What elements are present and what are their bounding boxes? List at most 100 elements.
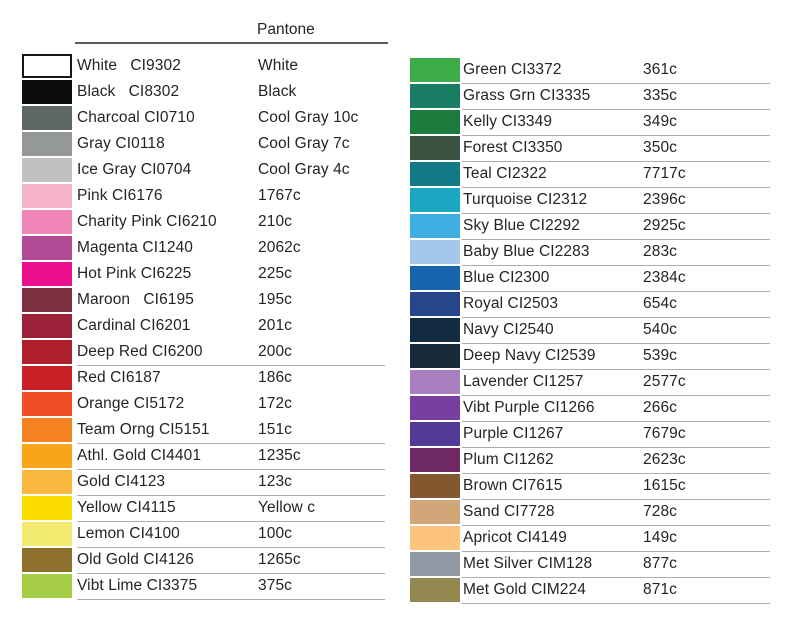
pantone-value: 1767c [258, 187, 301, 204]
color-row: Blue CI2300 2384c [410, 266, 770, 292]
color-row: Gray CI0118 Cool Gray 7c [22, 132, 385, 158]
color-swatch [22, 184, 72, 208]
color-swatch [410, 578, 460, 602]
color-row: Magenta CI1240 2062c [22, 236, 385, 262]
color-name-label: Forest CI3350 [463, 139, 563, 156]
color-swatch [410, 396, 460, 420]
color-row: Kelly CI3349 349c [410, 110, 770, 136]
pantone-value: 2396c [643, 191, 686, 208]
color-name-label: Teal CI2322 [463, 165, 547, 182]
pantone-value: 7679c [643, 425, 686, 442]
color-name-label: Maroon CI6195 [77, 291, 194, 308]
color-row: White CI9302 White [22, 54, 385, 80]
pantone-value: 877c [643, 555, 678, 572]
pantone-value: 350c [643, 139, 678, 156]
header-rule [75, 42, 388, 44]
color-row: Lavender CI1257 2577c [410, 370, 770, 396]
color-swatch [22, 496, 72, 520]
color-name-label: Gold CI4123 [77, 473, 166, 490]
color-row: Sand CI7728 728c [410, 500, 770, 526]
color-row: Sky Blue CI2292 2925c [410, 214, 770, 240]
color-row: Cardinal CI6201 201c [22, 314, 385, 340]
color-swatch [410, 370, 460, 394]
color-swatch [22, 418, 72, 442]
color-row: Athl. Gold CI4401 1235c [22, 444, 385, 470]
color-swatch [410, 240, 460, 264]
color-swatch [22, 522, 72, 546]
color-row: Navy CI2540 540c [410, 318, 770, 344]
color-row: Met Gold CIM224 871c [410, 578, 770, 604]
right-color-column: Green CI3372 361c Grass Grn CI3335 335c … [410, 58, 770, 604]
color-name-label: Deep Red CI6200 [77, 343, 203, 360]
color-name-label: Turquoise CI2312 [463, 191, 588, 208]
color-swatch [410, 344, 460, 368]
color-row: Black CI8302 Black [22, 80, 385, 106]
color-row: Vibt Purple CI1266 266c [410, 396, 770, 422]
color-row: Deep Red CI6200 200c [22, 340, 385, 366]
color-swatch [22, 314, 72, 338]
color-name-label: Red CI6187 [77, 369, 161, 386]
color-swatch [22, 80, 72, 104]
color-row: Brown CI7615 1615c [410, 474, 770, 500]
color-name-label: Apricot CI4149 [463, 529, 567, 546]
color-swatch [22, 106, 72, 130]
pantone-value: 225c [258, 265, 293, 282]
color-name-label: Blue CI2300 [463, 269, 550, 286]
pantone-value: Cool Gray 4c [258, 161, 350, 178]
color-swatch [410, 318, 460, 342]
color-row: Forest CI3350 350c [410, 136, 770, 162]
pantone-value: 123c [258, 473, 293, 490]
color-name-label: Plum CI1262 [463, 451, 554, 468]
color-name-label: Sand CI7728 [463, 503, 555, 520]
pantone-value: 2623c [643, 451, 686, 468]
color-swatch [22, 210, 72, 234]
pantone-value: Black [258, 83, 297, 100]
color-swatch [410, 214, 460, 238]
color-name-label: Brown CI7615 [463, 477, 563, 494]
color-row: Met Silver CIM128 877c [410, 552, 770, 578]
color-name-label: Vibt Purple CI1266 [463, 399, 595, 416]
color-swatch [410, 448, 460, 472]
color-swatch [410, 500, 460, 524]
color-row: Maroon CI6195 195c [22, 288, 385, 314]
left-color-column: White CI9302 White Black CI8302 Black Ch… [22, 54, 385, 600]
color-swatch [410, 526, 460, 550]
pantone-value: 375c [258, 577, 293, 594]
color-name-label: Old Gold CI4126 [77, 551, 194, 568]
pantone-value: 2384c [643, 269, 686, 286]
color-row: Apricot CI4149 149c [410, 526, 770, 552]
pantone-value: White [258, 57, 299, 74]
pantone-value: 728c [643, 503, 678, 520]
color-name-label: Ice Gray CI0704 [77, 161, 192, 178]
pantone-value: 283c [643, 243, 678, 260]
color-swatch [22, 288, 72, 312]
color-name-label: Athl. Gold CI4401 [77, 447, 202, 464]
color-row: Turquoise CI2312 2396c [410, 188, 770, 214]
pantone-value: 871c [643, 581, 678, 598]
color-name-label: Deep Navy CI2539 [463, 347, 596, 364]
pantone-value: 172c [258, 395, 293, 412]
color-name-label: Green CI3372 [463, 61, 562, 78]
color-name-label: Team Orng CI5151 [77, 421, 210, 438]
color-swatch [22, 54, 72, 78]
color-row: Pink CI6176 1767c [22, 184, 385, 210]
pantone-value: 1235c [258, 447, 301, 464]
color-row: Plum CI1262 2623c [410, 448, 770, 474]
pantone-column-header: Pantone [257, 21, 315, 38]
pantone-value: Cool Gray 10c [258, 109, 359, 126]
color-row: Lemon CI4100 100c [22, 522, 385, 548]
color-swatch [410, 188, 460, 212]
color-name-label: Sky Blue CI2292 [463, 217, 580, 234]
color-row: Hot Pink CI6225 225c [22, 262, 385, 288]
color-name-label: Hot Pink CI6225 [77, 265, 192, 282]
pantone-value: 201c [258, 317, 293, 334]
color-swatch [22, 236, 72, 260]
pantone-value: 539c [643, 347, 678, 364]
color-swatch [410, 84, 460, 108]
color-row: Old Gold CI4126 1265c [22, 548, 385, 574]
color-row: Grass Grn CI3335 335c [410, 84, 770, 110]
color-row: Yellow CI4115 Yellow c [22, 496, 385, 522]
color-row: Team Orng CI5151 151c [22, 418, 385, 444]
color-swatch [22, 340, 72, 364]
color-swatch [22, 574, 72, 598]
